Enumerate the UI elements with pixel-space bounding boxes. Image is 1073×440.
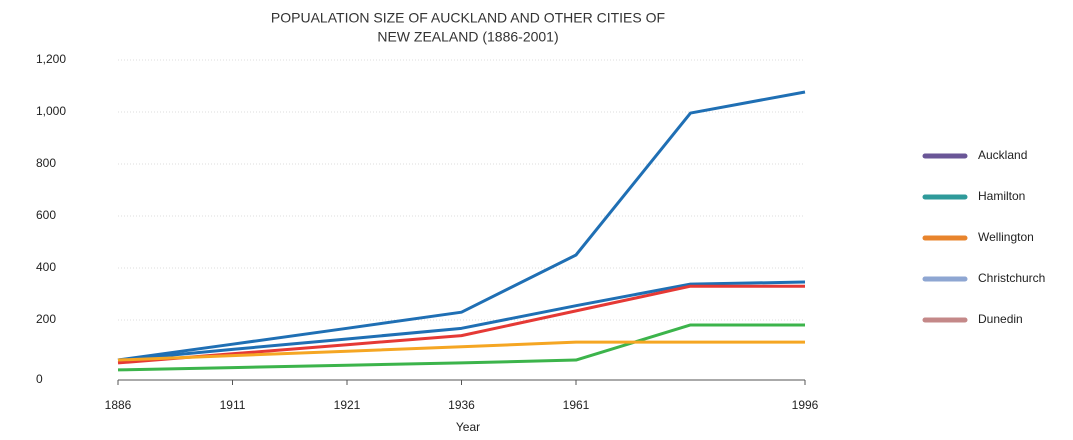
legend-label: Auckland [978,148,1027,162]
x-tick-label: 1936 [448,398,475,412]
y-tick-label: 800 [36,156,56,170]
y-tick-label: 200 [36,312,56,326]
y-tick-label: 1,000 [36,104,66,118]
y-tick-label: 0 [36,372,43,386]
line-series [117,280,806,362]
x-tick-label: 1886 [105,398,132,412]
x-tick-label: 1921 [334,398,361,412]
chart-title: NEW ZEALAND (1886-2001) [377,29,558,45]
y-tick-label: 400 [36,260,56,274]
x-tick-label: 1911 [220,398,246,412]
legend-label: Christchurch [978,271,1045,285]
line-series [117,340,805,362]
chart-title: POPUALATION SIZE OF AUCKLAND AND OTHER C… [271,10,665,26]
x-axis-label: Year [456,420,480,434]
y-tick-label: 600 [36,208,56,222]
legend-label: Hamilton [978,189,1025,203]
legend-label: Wellington [978,230,1034,244]
x-tick-label: 1961 [563,398,590,412]
x-tick-label: 1996 [792,398,819,412]
line-series [117,323,805,372]
legend-label: Dunedin [978,312,1023,326]
y-tick-label: 1,200 [36,52,66,66]
line-series [117,90,806,362]
line-series [117,284,805,365]
